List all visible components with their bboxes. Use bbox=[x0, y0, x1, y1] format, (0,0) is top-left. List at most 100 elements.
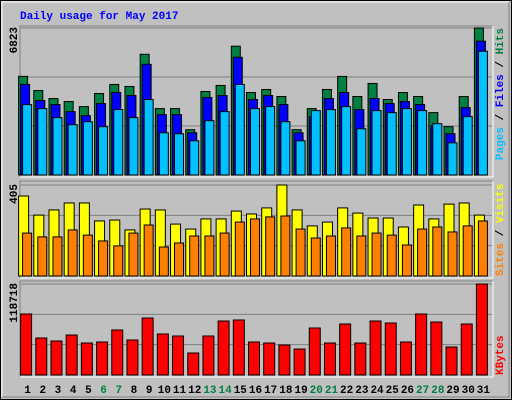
bar bbox=[128, 232, 139, 277]
bar bbox=[22, 232, 33, 277]
x-tick-label: 8 bbox=[131, 385, 138, 397]
bar bbox=[156, 333, 169, 376]
bar bbox=[98, 240, 109, 277]
bar bbox=[356, 128, 367, 176]
legend-entry: Hits bbox=[495, 28, 507, 54]
bar bbox=[20, 313, 33, 376]
y-tick-label: 118718 bbox=[9, 283, 21, 323]
bar bbox=[308, 327, 321, 376]
bar bbox=[310, 110, 321, 176]
bar bbox=[52, 117, 63, 176]
legend-entry: Visits bbox=[495, 184, 507, 224]
bar bbox=[341, 227, 352, 277]
bar bbox=[141, 317, 154, 376]
bar bbox=[356, 235, 367, 277]
bar bbox=[399, 341, 412, 376]
x-tick-label: 20 bbox=[310, 385, 323, 397]
bar bbox=[113, 109, 124, 176]
legend-separator: / bbox=[495, 54, 507, 74]
bar bbox=[417, 228, 428, 277]
bar bbox=[354, 342, 367, 376]
x-tick-label: 23 bbox=[355, 385, 369, 397]
bar bbox=[219, 111, 230, 176]
x-tick-label: 15 bbox=[234, 385, 248, 397]
bar bbox=[447, 142, 458, 176]
chart-title: Daily usage for May 2017 bbox=[20, 11, 178, 23]
panel-bevel-light bbox=[20, 26, 494, 178]
bar bbox=[445, 346, 458, 376]
bar bbox=[386, 112, 397, 176]
bar bbox=[98, 126, 109, 176]
x-tick-label: 13 bbox=[203, 385, 217, 397]
bar bbox=[204, 120, 215, 176]
bar bbox=[126, 339, 139, 376]
legend: KBytes bbox=[495, 335, 507, 375]
bar bbox=[113, 245, 124, 277]
bar bbox=[187, 352, 200, 376]
x-tick-label: 31 bbox=[477, 385, 491, 397]
legend-entry: Pages bbox=[495, 127, 507, 160]
bar bbox=[158, 246, 169, 277]
bar bbox=[250, 218, 260, 277]
legend-separator: / bbox=[495, 107, 507, 127]
bar bbox=[189, 140, 200, 176]
bar bbox=[250, 108, 260, 176]
x-tick-label: 14 bbox=[219, 385, 233, 397]
bar bbox=[475, 283, 488, 376]
bar bbox=[248, 341, 260, 376]
bar bbox=[217, 320, 230, 376]
bar bbox=[172, 335, 185, 376]
bar bbox=[432, 123, 443, 176]
y-tick-label: 6823 bbox=[9, 27, 21, 54]
x-tick-label: 10 bbox=[158, 385, 171, 397]
bar bbox=[143, 99, 154, 176]
bar bbox=[52, 236, 63, 277]
bar bbox=[265, 106, 276, 176]
bar bbox=[37, 108, 48, 176]
bar bbox=[415, 313, 428, 376]
bar bbox=[234, 83, 245, 176]
bar bbox=[65, 334, 78, 376]
bar bbox=[430, 321, 443, 376]
bar bbox=[401, 108, 412, 176]
bar bbox=[280, 121, 291, 176]
legend-entry: Files bbox=[495, 74, 507, 107]
bar bbox=[111, 329, 124, 376]
bar bbox=[325, 235, 336, 277]
bar bbox=[432, 226, 443, 277]
legend-separator: / bbox=[495, 223, 507, 243]
bar bbox=[189, 235, 200, 277]
bar bbox=[401, 244, 412, 277]
bar bbox=[280, 215, 291, 277]
bar bbox=[80, 342, 93, 376]
bar bbox=[35, 337, 48, 376]
bar bbox=[477, 50, 488, 176]
x-tick-label: 27 bbox=[416, 385, 429, 397]
bar bbox=[462, 116, 473, 176]
x-tick-label: 16 bbox=[249, 385, 262, 397]
bar bbox=[293, 348, 306, 376]
bar bbox=[22, 104, 33, 176]
x-tick-label: 29 bbox=[446, 385, 459, 397]
bar bbox=[295, 228, 306, 277]
bar bbox=[204, 235, 215, 277]
bar bbox=[50, 340, 63, 376]
x-tick-label: 11 bbox=[173, 385, 187, 397]
bar bbox=[263, 342, 276, 376]
bar bbox=[67, 229, 78, 277]
bar bbox=[323, 342, 336, 376]
x-tick-label: 30 bbox=[462, 385, 475, 397]
bar bbox=[128, 117, 139, 176]
x-tick-label: 9 bbox=[146, 385, 153, 397]
legend: Pages / Files / Hits bbox=[495, 28, 507, 160]
bar bbox=[37, 236, 48, 277]
bar bbox=[265, 216, 276, 277]
bar bbox=[174, 133, 185, 176]
bar bbox=[325, 109, 336, 176]
bar bbox=[219, 232, 230, 277]
x-tick-label: 28 bbox=[431, 385, 445, 397]
bar bbox=[310, 237, 321, 277]
bar bbox=[371, 110, 382, 176]
